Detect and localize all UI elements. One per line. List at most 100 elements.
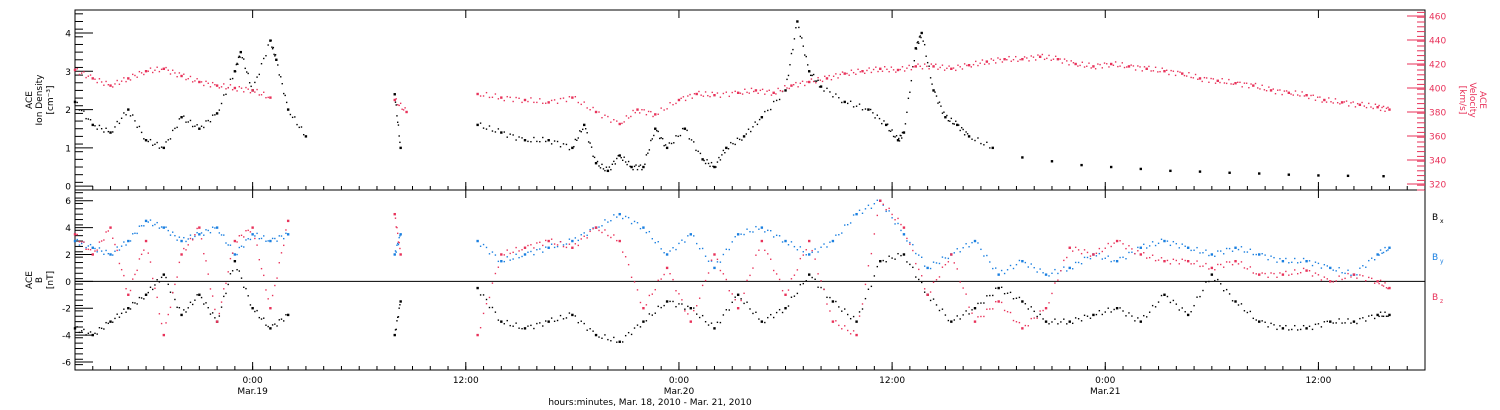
density-point [901,137,903,139]
bx-point [1296,329,1299,331]
bx-point [1208,280,1210,283]
bx-point [894,258,896,260]
velocity-point [265,96,267,99]
by-point [114,250,116,252]
by-point [1376,253,1379,256]
by-point [396,242,399,245]
density-point [804,54,806,56]
by-point [980,248,982,251]
bx-point [915,276,917,278]
bz-point [1208,268,1210,270]
axis-labels: 01234320340360380400420440460-6-4-202460… [25,13,1487,409]
velocity-point [1325,101,1328,103]
velocity-point [211,81,214,84]
by-point [1039,268,1041,270]
bx-point [944,314,947,316]
bx-point [485,298,488,301]
by-point [1110,260,1112,263]
density-point [586,132,588,134]
bz-point [533,247,535,249]
density-point [715,166,717,168]
velocity-point [506,95,508,98]
density-point [906,111,908,114]
density-point [938,101,941,103]
density-point [608,166,611,168]
density-point [198,127,201,130]
velocity-point [1094,68,1097,70]
bz-point [971,312,973,314]
by-point [394,250,397,252]
density-point [211,114,214,116]
bz-point [209,288,212,290]
bz-point [912,249,914,252]
bx-point [1381,315,1383,317]
bx-point [1148,311,1151,313]
density-point [665,146,669,150]
bx-point [882,259,884,262]
velocity-point [180,74,183,78]
velocity-point [652,115,654,118]
bz-point [681,299,683,301]
velocity-point [966,64,968,67]
bz-point [134,273,136,276]
bx-point [663,304,665,307]
bz-point [734,299,736,301]
bz-point [396,232,399,235]
density-point [849,100,852,102]
velocity-point [1368,102,1370,105]
velocity-point [713,94,716,97]
density-point [883,120,885,122]
bx-point [772,316,775,319]
density-point [140,131,143,134]
velocity-point [1017,60,1019,62]
velocity-point [1382,105,1385,108]
bz-point [1003,309,1006,312]
bz-point [218,312,221,315]
density-point [895,135,898,137]
velocity-point [512,100,514,103]
bz-point [814,258,816,260]
bx-point [160,276,163,279]
velocity-point [680,97,682,100]
bx-point [758,318,760,320]
by-point [1066,270,1068,272]
bx-point [855,320,858,323]
bx-point [251,307,254,310]
velocity-point [1043,58,1046,61]
velocity-point [527,100,529,103]
bz-point [902,226,906,229]
density-point [278,74,280,76]
bx-point [1009,291,1012,294]
velocity-point [1250,83,1252,85]
velocity-point [556,102,559,104]
bx-point [1115,307,1119,310]
bx-point [1036,315,1038,318]
velocity-point [229,84,232,86]
density-point [187,121,189,123]
by-point [233,253,237,256]
by-point [399,233,402,236]
velocity-point [1210,77,1212,80]
bz-point [1163,259,1166,263]
bz-point [223,288,225,290]
velocity-point [1205,77,1208,79]
bz-point [100,240,103,242]
bz-point [704,279,707,282]
density-point [633,165,636,168]
bz-point [1252,272,1254,274]
density-point [815,80,818,82]
density-point [536,140,538,143]
by-point [616,216,618,218]
density-point [876,114,879,116]
bz-point [1039,310,1041,312]
x-tick-date: Mar.21 [1090,387,1120,397]
bz-point [1134,252,1136,255]
density-point [989,147,991,149]
bx-point [85,334,87,336]
by-point [799,246,802,248]
by-point [583,232,585,234]
velocity-point [1310,94,1312,97]
bz-point [559,241,562,243]
bx-point [921,281,923,284]
by-point [251,233,254,236]
